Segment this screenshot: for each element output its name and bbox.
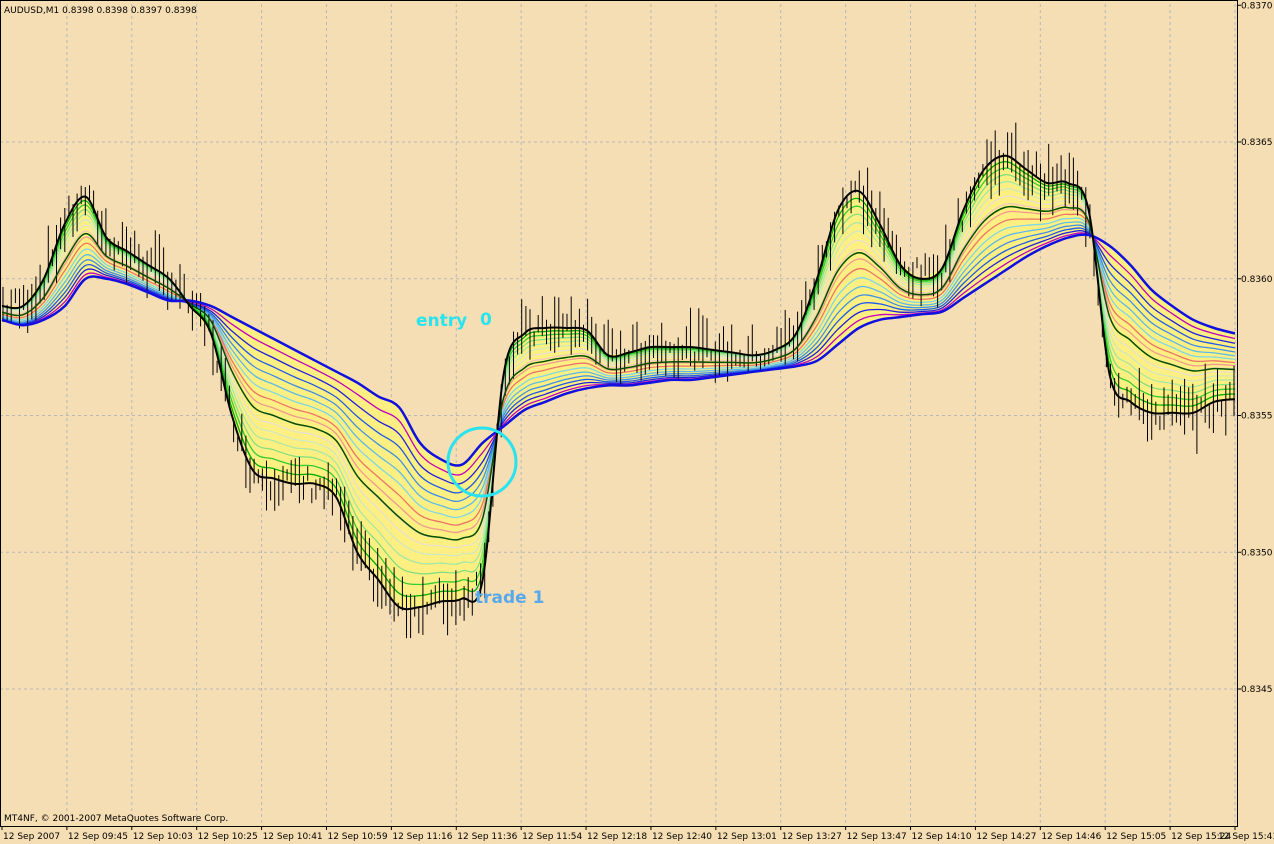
x-tick-label: 12 Sep 11:54 bbox=[522, 832, 582, 842]
x-tick-label: 12 Sep 11:36 bbox=[457, 832, 517, 842]
symbol-info: AUDUSD,M1 0.8398 0.8398 0.8397 0.8398 bbox=[4, 6, 197, 16]
ribbon-line bbox=[1, 180, 1236, 565]
ribbon-line bbox=[1, 174, 1236, 575]
x-tick-label: 12 Sep 15:05 bbox=[1106, 832, 1166, 842]
ribbon-line bbox=[1, 230, 1236, 485]
price-line-layer bbox=[1, 154, 1236, 611]
entry-circle bbox=[446, 426, 518, 498]
y-axis: 0.8370 0.8365 0.8360 0.8355 0.8350 0.8345 bbox=[1237, 1, 1273, 695]
x-tick-label: 12 Sep 14:46 bbox=[1041, 832, 1101, 842]
x-tick-label: 12 Sep 09:45 bbox=[68, 832, 128, 842]
y-tick-label: 0.8350 bbox=[1241, 548, 1273, 558]
x-tick-label: 12 Sep 10:59 bbox=[327, 832, 387, 842]
ribbon-layer bbox=[1, 155, 1236, 607]
ribbon-line bbox=[1, 221, 1236, 511]
x-axis: 12 Sep 2007 12 Sep 09:45 12 Sep 10:03 12 Se… bbox=[1, 826, 1274, 842]
ribbon-line bbox=[1, 167, 1236, 586]
y-tick-label: 0.8345 bbox=[1241, 685, 1273, 695]
x-tick-label: 12 Sep 13:27 bbox=[782, 832, 842, 842]
x-tick-label: 12 Sep 15:41 bbox=[1218, 832, 1274, 842]
x-tick-label: 12 Sep 10:25 bbox=[198, 832, 258, 842]
ribbon-line bbox=[1, 227, 1236, 494]
x-tick-label: 12 Sep 10:41 bbox=[263, 832, 323, 842]
x-tick-label: 12 Sep 10:03 bbox=[133, 832, 193, 842]
x-tick-label: 12 Sep 13:01 bbox=[717, 832, 777, 842]
entry-zero-marker: 0 bbox=[480, 310, 492, 330]
x-tick-label: 12 Sep 14:10 bbox=[912, 832, 972, 842]
x-tick-label: 12 Sep 15:24 bbox=[1171, 832, 1231, 842]
y-tick-label: 0.8370 bbox=[1241, 1, 1273, 11]
ribbon-line bbox=[1, 217, 1236, 519]
x-tick-label: 12 Sep 13:47 bbox=[847, 832, 907, 842]
ribbon-line bbox=[1, 224, 1236, 503]
y-tick-label: 0.8360 bbox=[1241, 275, 1273, 285]
x-tick-label: 12 Sep 12:18 bbox=[587, 832, 647, 842]
fast-average-line bbox=[1, 154, 1236, 611]
x-tick-label: 12 Sep 11:16 bbox=[392, 832, 452, 842]
entry-label: entry bbox=[416, 311, 467, 331]
x-tick-label: 12 Sep 14:27 bbox=[976, 832, 1036, 842]
trade-1-label: trade 1 bbox=[475, 588, 544, 608]
slow-average-line bbox=[1, 233, 1236, 467]
mid-average-line bbox=[1, 205, 1236, 541]
y-tick-label: 0.8365 bbox=[1241, 138, 1273, 148]
plot-frame bbox=[0, 0, 1238, 827]
price-bars-layer bbox=[2, 122, 1235, 639]
x-tick-label: 12 Sep 2007 bbox=[3, 832, 60, 842]
y-tick-label: 0.8355 bbox=[1241, 412, 1273, 422]
x-tick-label: 12 Sep 12:40 bbox=[652, 832, 712, 842]
copyright-footer: MT4NF, © 2001-2007 MetaQuotes Software C… bbox=[4, 814, 228, 824]
